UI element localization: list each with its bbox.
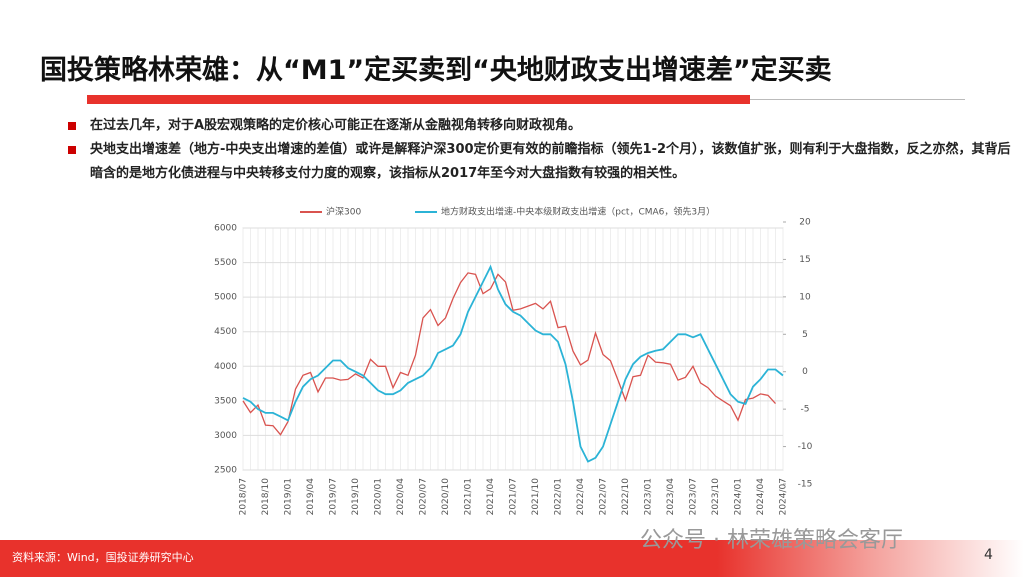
y2-tick-label: 5 [802,330,808,340]
x-tick-label: 2023/10 [711,478,721,516]
y2-tick-label: -10 [798,442,813,452]
legend-label: 沪深300 [326,206,361,218]
x-tick-label: 2021/01 [464,478,474,515]
x-tick-label: 2022/07 [599,478,609,515]
x-tick-label: 2019/07 [329,478,339,515]
watermark: 公众号 · 林荣雄策略会客厅 [640,528,903,553]
y-tick-label: 3500 [214,396,237,406]
title: 国投策略林荣雄：从“M1”定买卖到“央地财政支出增速差”定买卖 [40,55,832,86]
y2-tick-label: 15 [799,255,810,265]
y-tick-label: 4500 [214,327,237,337]
page-number: 4 [984,547,993,563]
legend-label: 地方财政支出增速-中央本级财政支出增速（pct，CMA6，领先3月） [441,206,715,218]
x-tick-label: 2020/04 [396,478,406,516]
x-tick-label: 2019/01 [284,478,294,515]
bullet: 央地支出增速差（地方-中央支出增速的差值）或许是解释沪深300定价更有效的前瞻指… [68,138,1018,186]
x-tick-label: 2024/01 [734,478,744,515]
x-tick-label: 2018/07 [239,478,249,515]
x-tick-label: 2022/01 [554,478,564,515]
y2-tick-label: 0 [802,367,808,377]
x-tick-label: 2021/10 [531,478,541,516]
y-tick-label: 6000 [214,224,237,234]
x-tick-label: 2019/10 [351,478,361,516]
x-tick-label: 2023/04 [666,478,676,516]
x-tick-label: 2023/01 [644,478,654,515]
x-tick-label: 2020/07 [419,478,429,515]
x-tick-label: 2024/04 [756,478,766,516]
bullet-text: 在过去几年，对于A股宏观策略的定价核心可能正在逐渐从金融视角转移向财政视角。 [90,118,582,133]
x-tick-label: 2021/07 [509,478,519,515]
title-rule [750,99,965,100]
bullet-text: 央地支出增速差（地方-中央支出增速的差值）或许是解释沪深300定价更有效的前瞻指… [90,142,1011,181]
y-tick-label: 4000 [214,362,237,372]
y2-tick-label: -5 [801,405,810,415]
y2-tick-label: 10 [799,292,811,302]
series-line [242,272,776,436]
x-tick-label: 2018/10 [261,478,271,516]
bullet: 在过去几年，对于A股宏观策略的定价核心可能正在逐渐从金融视角转移向财政视角。 [68,114,1018,138]
x-tick-label: 2024/07 [779,478,789,515]
y-tick-label: 5000 [214,293,237,303]
source: 资料来源：Wind，国投证券研究中心 [12,551,194,564]
x-tick-label: 2021/04 [486,478,496,516]
title-bar [87,95,750,104]
y-tick-label: 3000 [214,431,237,441]
x-tick-label: 2022/10 [621,478,631,516]
y-tick-label: 2500 [214,466,237,476]
x-tick-label: 2020/10 [441,478,451,516]
chart: 2018/07 2018/10 2019/01 2019/04 2019/07 2019/… [214,206,813,516]
y2-tick-label: 20 [799,218,811,228]
x-tick-label: 2020/01 [374,478,384,515]
footer [0,540,1024,577]
x-tick-label: 2019/04 [306,478,316,516]
series-line [242,264,784,463]
x-tick-label: 2023/07 [689,478,699,515]
y2-tick-label: -15 [798,480,813,490]
y-tick-label: 5500 [214,258,237,268]
x-tick-label: 2022/04 [576,478,586,516]
